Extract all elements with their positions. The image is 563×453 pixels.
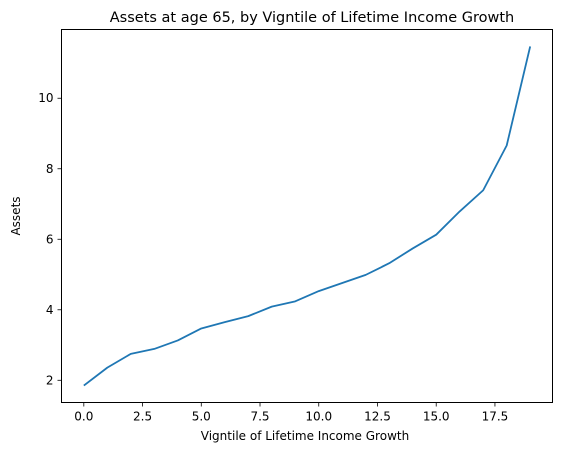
x-tick-label: 0.0 (74, 410, 93, 424)
x-axis: 0.0 2.5 5.0 7.5 10.0 12.5 15.0 17.5 (74, 402, 509, 424)
series-line (83, 46, 532, 387)
x-tick-label: 10.0 (305, 410, 332, 424)
x-tick-label: 12.5 (364, 410, 391, 424)
x-tick-label: 7.5 (250, 410, 269, 424)
chart-title: Assets at age 65, by Vigntile of Lifetim… (110, 10, 515, 26)
x-tick-label: 2.5 (133, 410, 152, 424)
x-axis-label: Vigntile of Lifetime Income Growth (201, 429, 409, 443)
x-tick-label: 17.5 (482, 410, 509, 424)
plot-area-frame (61, 29, 553, 403)
y-tick-label: 4 (46, 303, 54, 317)
x-tick-label: 15.0 (423, 410, 450, 424)
y-axis: 2 4 6 8 10 (38, 91, 62, 387)
y-axis-label: Assets (9, 196, 23, 235)
x-tick-label: 5.0 (192, 410, 211, 424)
y-tick-label: 10 (38, 91, 53, 105)
series-layer (83, 46, 532, 387)
y-tick-label: 8 (46, 162, 54, 176)
y-tick-label: 2 (46, 373, 54, 387)
y-tick-label: 6 (46, 232, 54, 246)
